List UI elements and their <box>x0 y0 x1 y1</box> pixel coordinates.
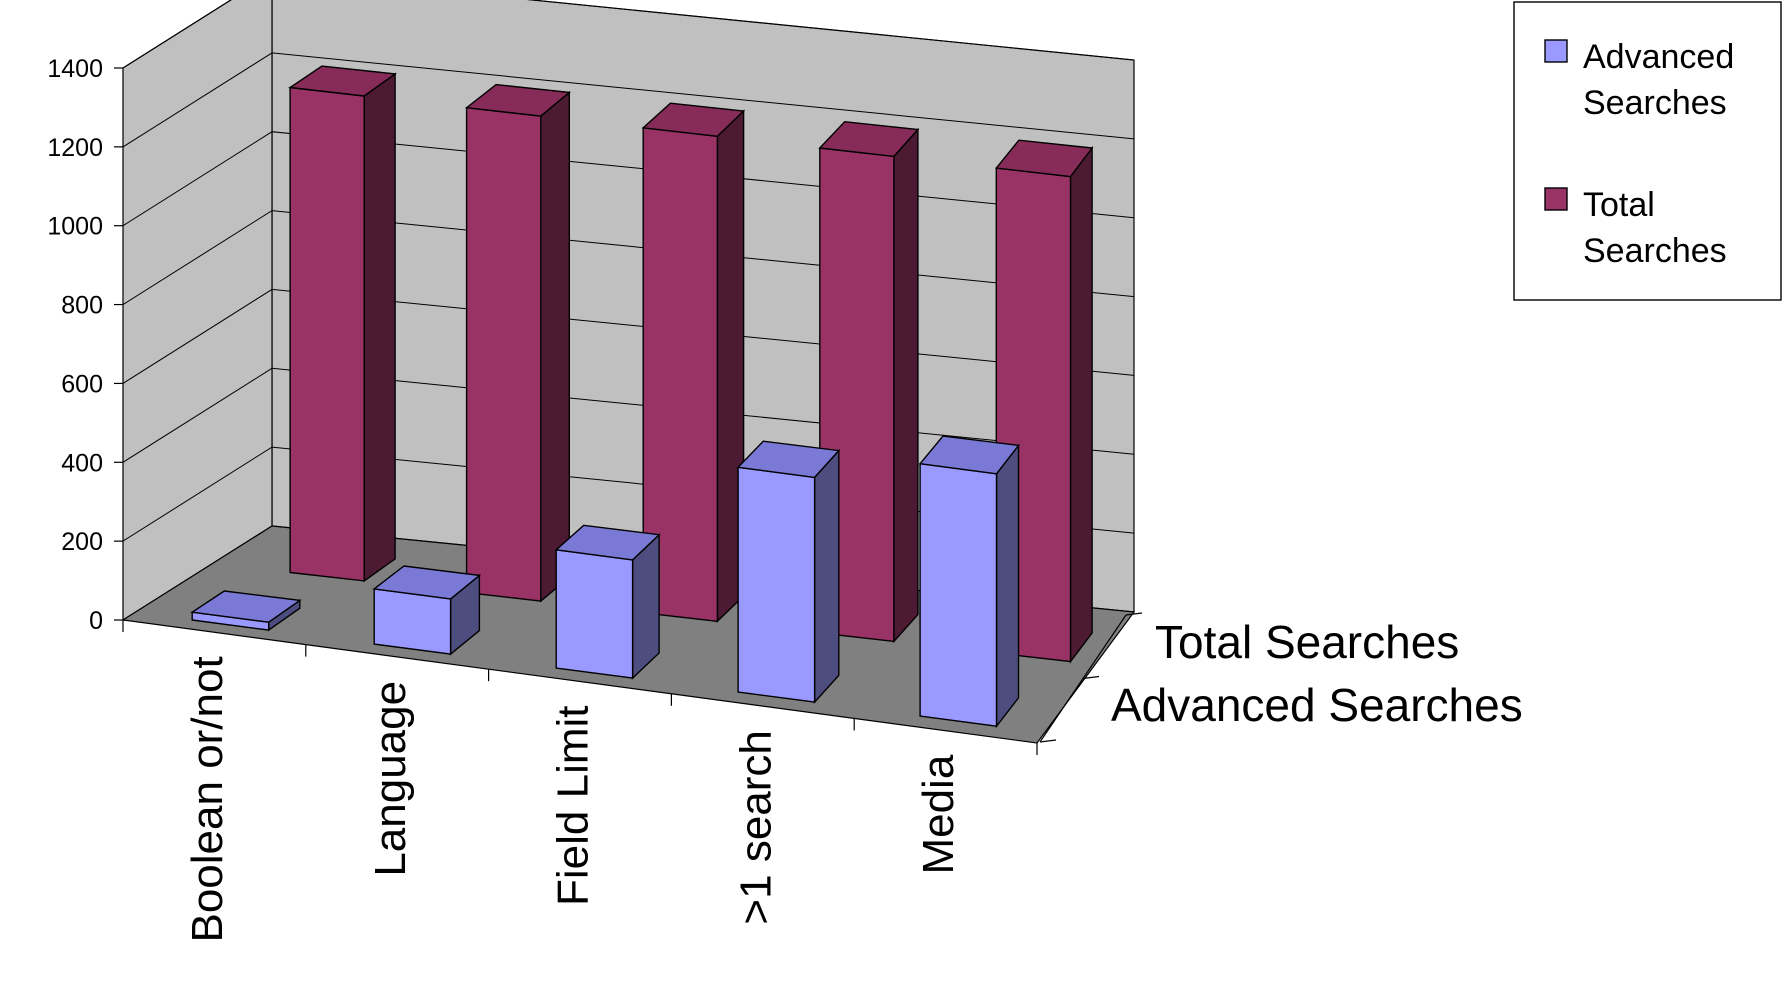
legend-label: Advanced <box>1583 38 1734 76</box>
legend-entry: Advanced Searches <box>1544 38 1734 122</box>
depth-tick-mark <box>1039 739 1057 743</box>
bar-advanced-1 <box>190 590 302 632</box>
bar-total-2 <box>464 83 572 603</box>
series-total-searches <box>288 65 1094 664</box>
gridline <box>122 0 1135 69</box>
bar-top <box>736 440 841 479</box>
bar-front <box>373 588 452 655</box>
bar-top <box>818 120 920 158</box>
bar-top <box>464 83 572 117</box>
bar-side <box>995 443 1020 729</box>
y-tick-label: 1400 <box>47 55 103 83</box>
depth-axis: Total Searches Advanced Searches <box>1039 612 1523 743</box>
bar-front <box>289 86 365 582</box>
bar-side <box>813 448 840 704</box>
legend: Advanced Searches Total Searches <box>1513 1 1782 301</box>
x-category-label: Boolean or/not <box>183 656 232 942</box>
depth-label-advanced: Advanced Searches <box>1111 679 1523 731</box>
legend-label: Total <box>1583 186 1655 224</box>
x-category-label: >1 search <box>731 730 780 924</box>
y-tick-label: 400 <box>61 449 103 477</box>
bar-top <box>190 590 302 623</box>
bar-total-3 <box>641 102 746 623</box>
x-axis: Boolean or/not Language Field Limit >1 sear… <box>122 620 1038 943</box>
depth-tick-mark <box>1125 612 1143 616</box>
y-tick-label: 800 <box>61 292 103 320</box>
bar-total-1 <box>288 65 398 583</box>
bar-side <box>1069 145 1093 664</box>
legend-label: Searches <box>1583 232 1727 270</box>
legend-swatch <box>1544 39 1568 63</box>
bar-top <box>372 565 482 600</box>
bar-advanced-3 <box>554 524 661 680</box>
legend-entry: Total Searches <box>1544 186 1727 270</box>
bar-front <box>555 549 634 679</box>
bar-top <box>918 435 1020 475</box>
series-advanced-searches <box>190 435 1020 729</box>
y-tick-label: 0 <box>89 607 103 635</box>
bar-front <box>465 106 542 602</box>
bar-front <box>919 462 998 727</box>
x-category-label: Media <box>914 754 963 874</box>
x-category-label: Language <box>366 681 415 877</box>
x-category-label: Field Limit <box>549 706 598 907</box>
bar-advanced-4 <box>736 440 841 704</box>
legend-swatch <box>1544 187 1568 211</box>
y-axis: 0 200 400 600 800 1000 1200 1400 <box>47 55 123 635</box>
bar-top <box>554 524 661 561</box>
bar-top <box>641 102 746 138</box>
bar-side <box>540 90 570 603</box>
depth-label-total: Total Searches <box>1155 616 1459 668</box>
y-tick-label: 200 <box>61 528 103 556</box>
bar-side <box>363 72 396 583</box>
bar-top <box>288 65 398 97</box>
y-tick-label: 1000 <box>47 213 103 241</box>
bar-advanced-5 <box>918 435 1020 729</box>
gridline <box>122 52 1135 148</box>
bar-side <box>893 127 919 644</box>
bar-front <box>737 466 816 703</box>
depth-tick-mark <box>1082 675 1100 680</box>
bar-advanced-2 <box>372 565 482 656</box>
y-tick-label: 600 <box>61 370 103 398</box>
bar-top <box>994 139 1094 178</box>
y-tick-label: 1200 <box>47 134 103 162</box>
legend-label: Searches <box>1583 84 1727 122</box>
